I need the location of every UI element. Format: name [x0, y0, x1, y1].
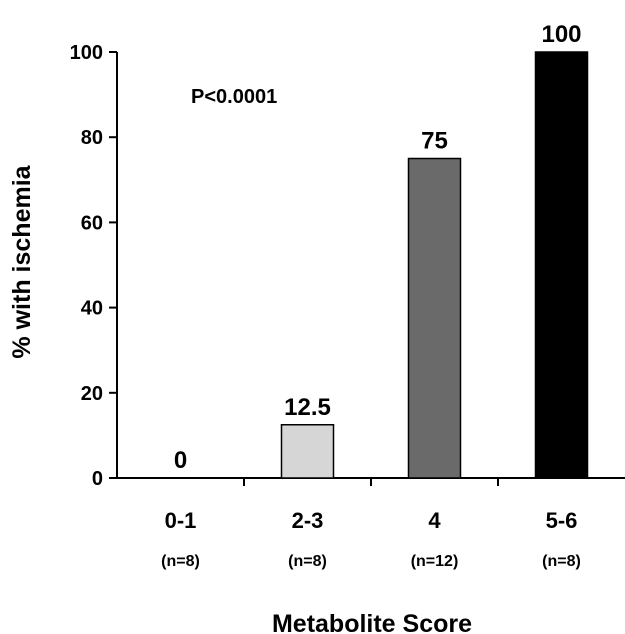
sample-size-label: (n=12)	[411, 553, 459, 570]
sample-size-label: (n=8)	[542, 553, 581, 570]
value-label: 12.5	[284, 394, 331, 421]
bar-5-6	[534, 51, 589, 479]
x-axis	[116, 477, 625, 486]
sample-size-label: (n=8)	[161, 553, 200, 570]
value-label: 75	[421, 128, 448, 155]
category-label: 4	[428, 508, 441, 533]
y-tick-label: 100	[70, 42, 103, 64]
y-tick-label: 80	[81, 127, 103, 149]
category-label: 0-1	[165, 508, 197, 533]
bars	[280, 51, 589, 479]
y-tick-label: 20	[81, 383, 103, 405]
y-axis-title: % with ischemia	[8, 164, 36, 358]
sample-size-label: (n=8)	[288, 553, 327, 570]
x-axis-title: Metabolite Score	[272, 610, 472, 634]
y-tick-label: 40	[81, 298, 103, 320]
category-label: 2-3	[292, 508, 324, 533]
bar-2-3	[280, 424, 335, 479]
labels: 0 0-1 (n=8) 12.5 2-3 (n=8) 75 4 (n=12) 100 5-6 (n=8…	[161, 21, 581, 570]
y-axis: 0 20 40 60 80 100	[70, 42, 118, 490]
value-label: 0	[174, 447, 187, 474]
y-tick-label: 0	[92, 468, 103, 490]
y-tick-label: 60	[81, 212, 103, 234]
value-label: 100	[541, 21, 581, 48]
bar-4	[407, 157, 462, 479]
p-value-annotation: P<0.0001	[191, 86, 277, 108]
category-label: 5-6	[546, 508, 578, 533]
